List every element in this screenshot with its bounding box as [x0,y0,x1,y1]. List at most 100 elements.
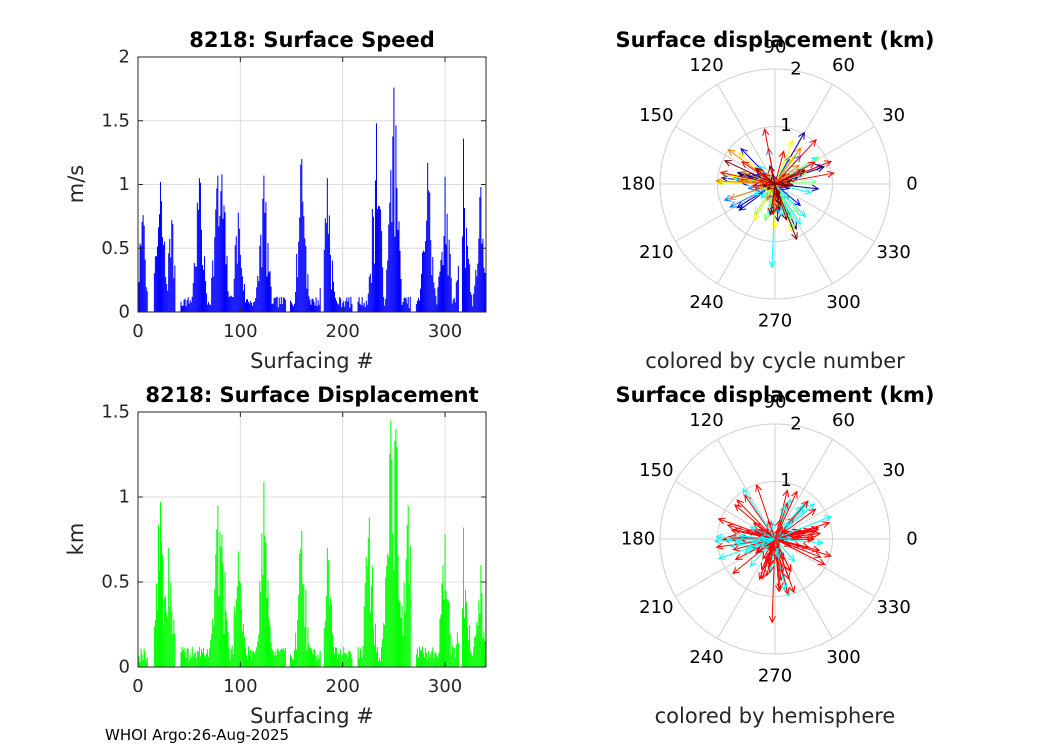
displacement-arrow-head [768,615,776,624]
bar [258,281,260,312]
bar [174,265,176,312]
displacement-arrow-head [823,160,833,167]
bar [153,626,155,667]
bar [389,453,391,667]
displacement-arrow-head [811,525,820,533]
bar [168,548,170,667]
bar [383,296,385,312]
bar [395,125,397,312]
bar [142,660,144,667]
bar [204,655,206,667]
bar [275,296,277,312]
bar [309,647,311,667]
bar [364,583,366,667]
bar [447,600,449,667]
bar [230,295,232,312]
bar [447,275,449,312]
displacement-arrow-head [826,170,835,178]
bar [196,202,198,312]
bar [326,548,328,667]
displacement-arrow [774,164,800,185]
displacement-arrow-head [742,487,750,496]
polar-hemisphere-title: Surface displacement (km) [615,383,934,407]
bar [154,256,156,312]
bar [213,625,215,667]
bar [379,657,381,667]
displacement-bar-chart: 8218: Surface Displacement Surfacing # k… [64,383,487,728]
bar [394,440,396,667]
bar [224,571,226,667]
bar [250,300,252,312]
displacement-arrow [729,183,776,200]
displacement-arrow-head [754,167,763,175]
bar [279,650,281,667]
displacement-arrow-head [784,178,793,186]
bar [139,243,141,312]
bar [207,649,209,667]
bar [299,553,301,667]
displacement-arrow-head [764,568,772,577]
bar [307,627,309,667]
displacement-arrow-head [774,202,782,211]
bar [456,279,458,312]
bar [191,296,193,312]
bar [239,254,241,312]
displacement-arrow [774,538,821,558]
bar [435,652,437,667]
displacement-arrow-head [792,164,800,172]
bar [256,647,258,667]
bar [407,505,409,667]
bar [207,304,209,312]
bar [466,601,468,667]
bar [398,599,400,667]
bar [245,299,248,312]
displacement-arrow-head [740,161,749,169]
bar [397,555,399,667]
bar [392,532,394,667]
displacement-arrow-head [776,582,784,591]
bar [350,296,352,312]
displacement-arrow-head [723,160,732,167]
displacement-arrow-head [753,529,762,536]
bar [243,636,245,667]
displacement-arrow [731,538,776,547]
displacement-arrow-head [745,172,754,180]
bar [336,647,338,667]
bar [266,597,268,667]
bar [142,215,144,312]
bar [145,287,147,312]
displacement-arrow-head [760,191,769,199]
bar [373,263,375,312]
displacement-arrow-head [737,532,746,540]
bar [324,218,326,312]
bar [219,215,221,312]
bar [210,305,212,312]
bar [245,654,248,667]
displacement-arrow-head [774,214,782,223]
bar [381,647,383,667]
bar [213,276,215,312]
displacement-arrow-head [822,521,831,528]
displacement-arrow-head [764,185,772,193]
bar [415,304,417,312]
bar [158,570,161,667]
bar [472,306,474,312]
bar [301,159,303,312]
bar [161,541,163,667]
bar [417,297,419,312]
displacement-arrow-head [791,232,798,241]
bar [402,635,404,667]
bar [140,245,142,312]
bar [283,298,285,312]
displacement-arrow-head [779,181,788,189]
bar [157,524,159,667]
bar [259,245,261,312]
y-tick-label: 0.5 [101,572,130,593]
bar [390,170,392,312]
bar [247,659,249,667]
bar [162,555,164,667]
bar [379,206,381,312]
bar [228,647,230,667]
displacement-chart-ylabel: km [64,523,88,556]
bar [362,645,364,667]
